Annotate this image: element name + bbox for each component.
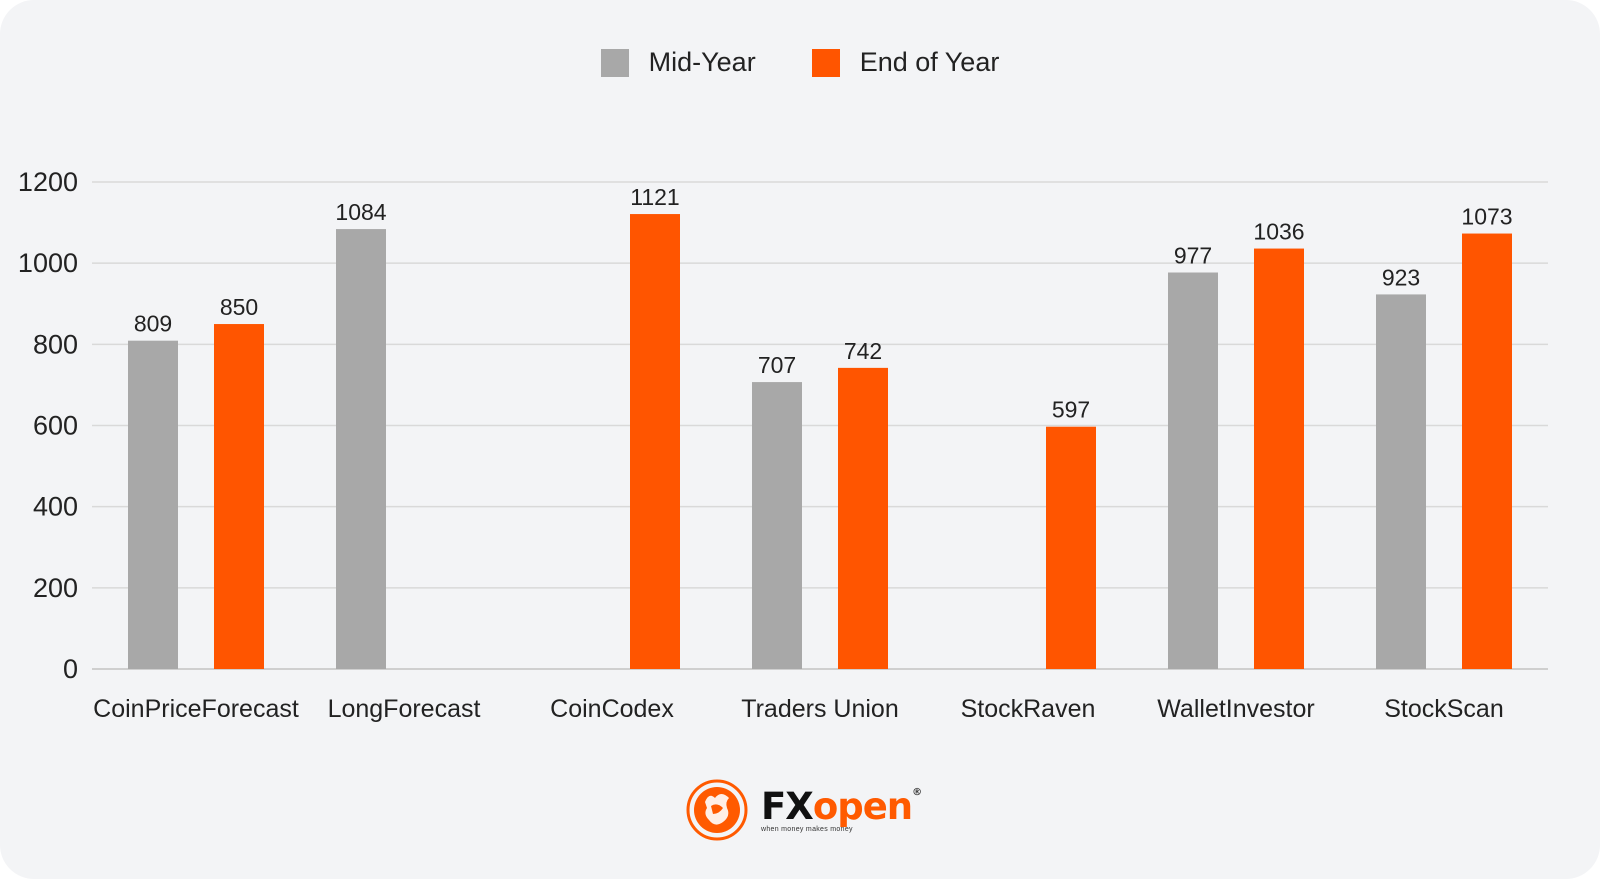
data-label-mid-year-1: 1084 [335,199,386,225]
y-tick-label-1000: 1000 [18,248,78,278]
legend-item-end-of-year: End of Year [811,47,1000,78]
bar-end-of-year-3 [838,367,888,669]
bar-mid-year-1 [336,229,386,669]
y-tick-label-200: 200 [33,573,78,603]
x-tick-label-2: CoinCodex [550,695,674,723]
data-label-mid-year-3: 707 [758,352,796,378]
x-tick-label-6: StockScan [1384,695,1504,723]
bar-mid-year-0 [128,340,178,669]
legend-label-mid-year: Mid-Year [648,47,756,77]
brand-wordmark: FXopen® when money makes money [761,784,922,833]
data-label-mid-year-0: 809 [134,311,172,337]
data-label-end-of-year-0: 850 [220,294,258,320]
bar-mid-year-6 [1376,294,1426,669]
brand-tagline: when money makes money [761,825,853,833]
bar-end-of-year-6 [1462,233,1512,669]
bar-mid-year-5 [1168,272,1218,669]
y-tick-label-1200: 1200 [18,167,78,197]
bar-end-of-year-0 [214,324,264,669]
data-label-end-of-year-4: 597 [1052,397,1090,423]
bar-mid-year-3 [752,382,802,669]
x-tick-label-4: StockRaven [961,695,1096,723]
y-tick-label-600: 600 [33,411,78,441]
data-label-end-of-year-2: 1121 [630,184,679,210]
bull-emblem-icon [686,779,748,841]
chart-legend: Mid-Year End of Year [0,47,1600,78]
data-label-mid-year-5: 977 [1174,243,1212,269]
brand-fx: FX [761,784,814,828]
bar-end-of-year-5 [1254,248,1304,669]
data-label-mid-year-6: 923 [1382,264,1420,290]
bar-end-of-year-2 [630,214,680,669]
y-tick-label-0: 0 [63,654,78,684]
legend-item-mid-year: Mid-Year [600,47,756,78]
x-tick-label-3: Traders Union [741,695,898,723]
legend-swatch-end-of-year [811,48,840,77]
y-tick-label-400: 400 [33,492,78,522]
x-tick-label-5: WalletInvestor [1157,695,1314,723]
data-label-end-of-year-6: 1073 [1461,204,1512,230]
registered-mark: ® [912,786,922,798]
legend-swatch-mid-year [600,48,629,77]
fxopen-logo: FXopen® when money makes money [685,778,922,842]
legend-label-end-of-year: End of Year [859,47,1000,77]
x-tick-label-1: LongForecast [328,695,481,723]
data-label-end-of-year-5: 1036 [1253,219,1304,245]
bar-end-of-year-4 [1046,426,1096,669]
brand-open: open [812,784,913,828]
x-tick-label-0: CoinPriceForecast [93,695,299,723]
data-label-end-of-year-3: 742 [844,338,882,364]
y-tick-label-800: 800 [33,329,78,359]
